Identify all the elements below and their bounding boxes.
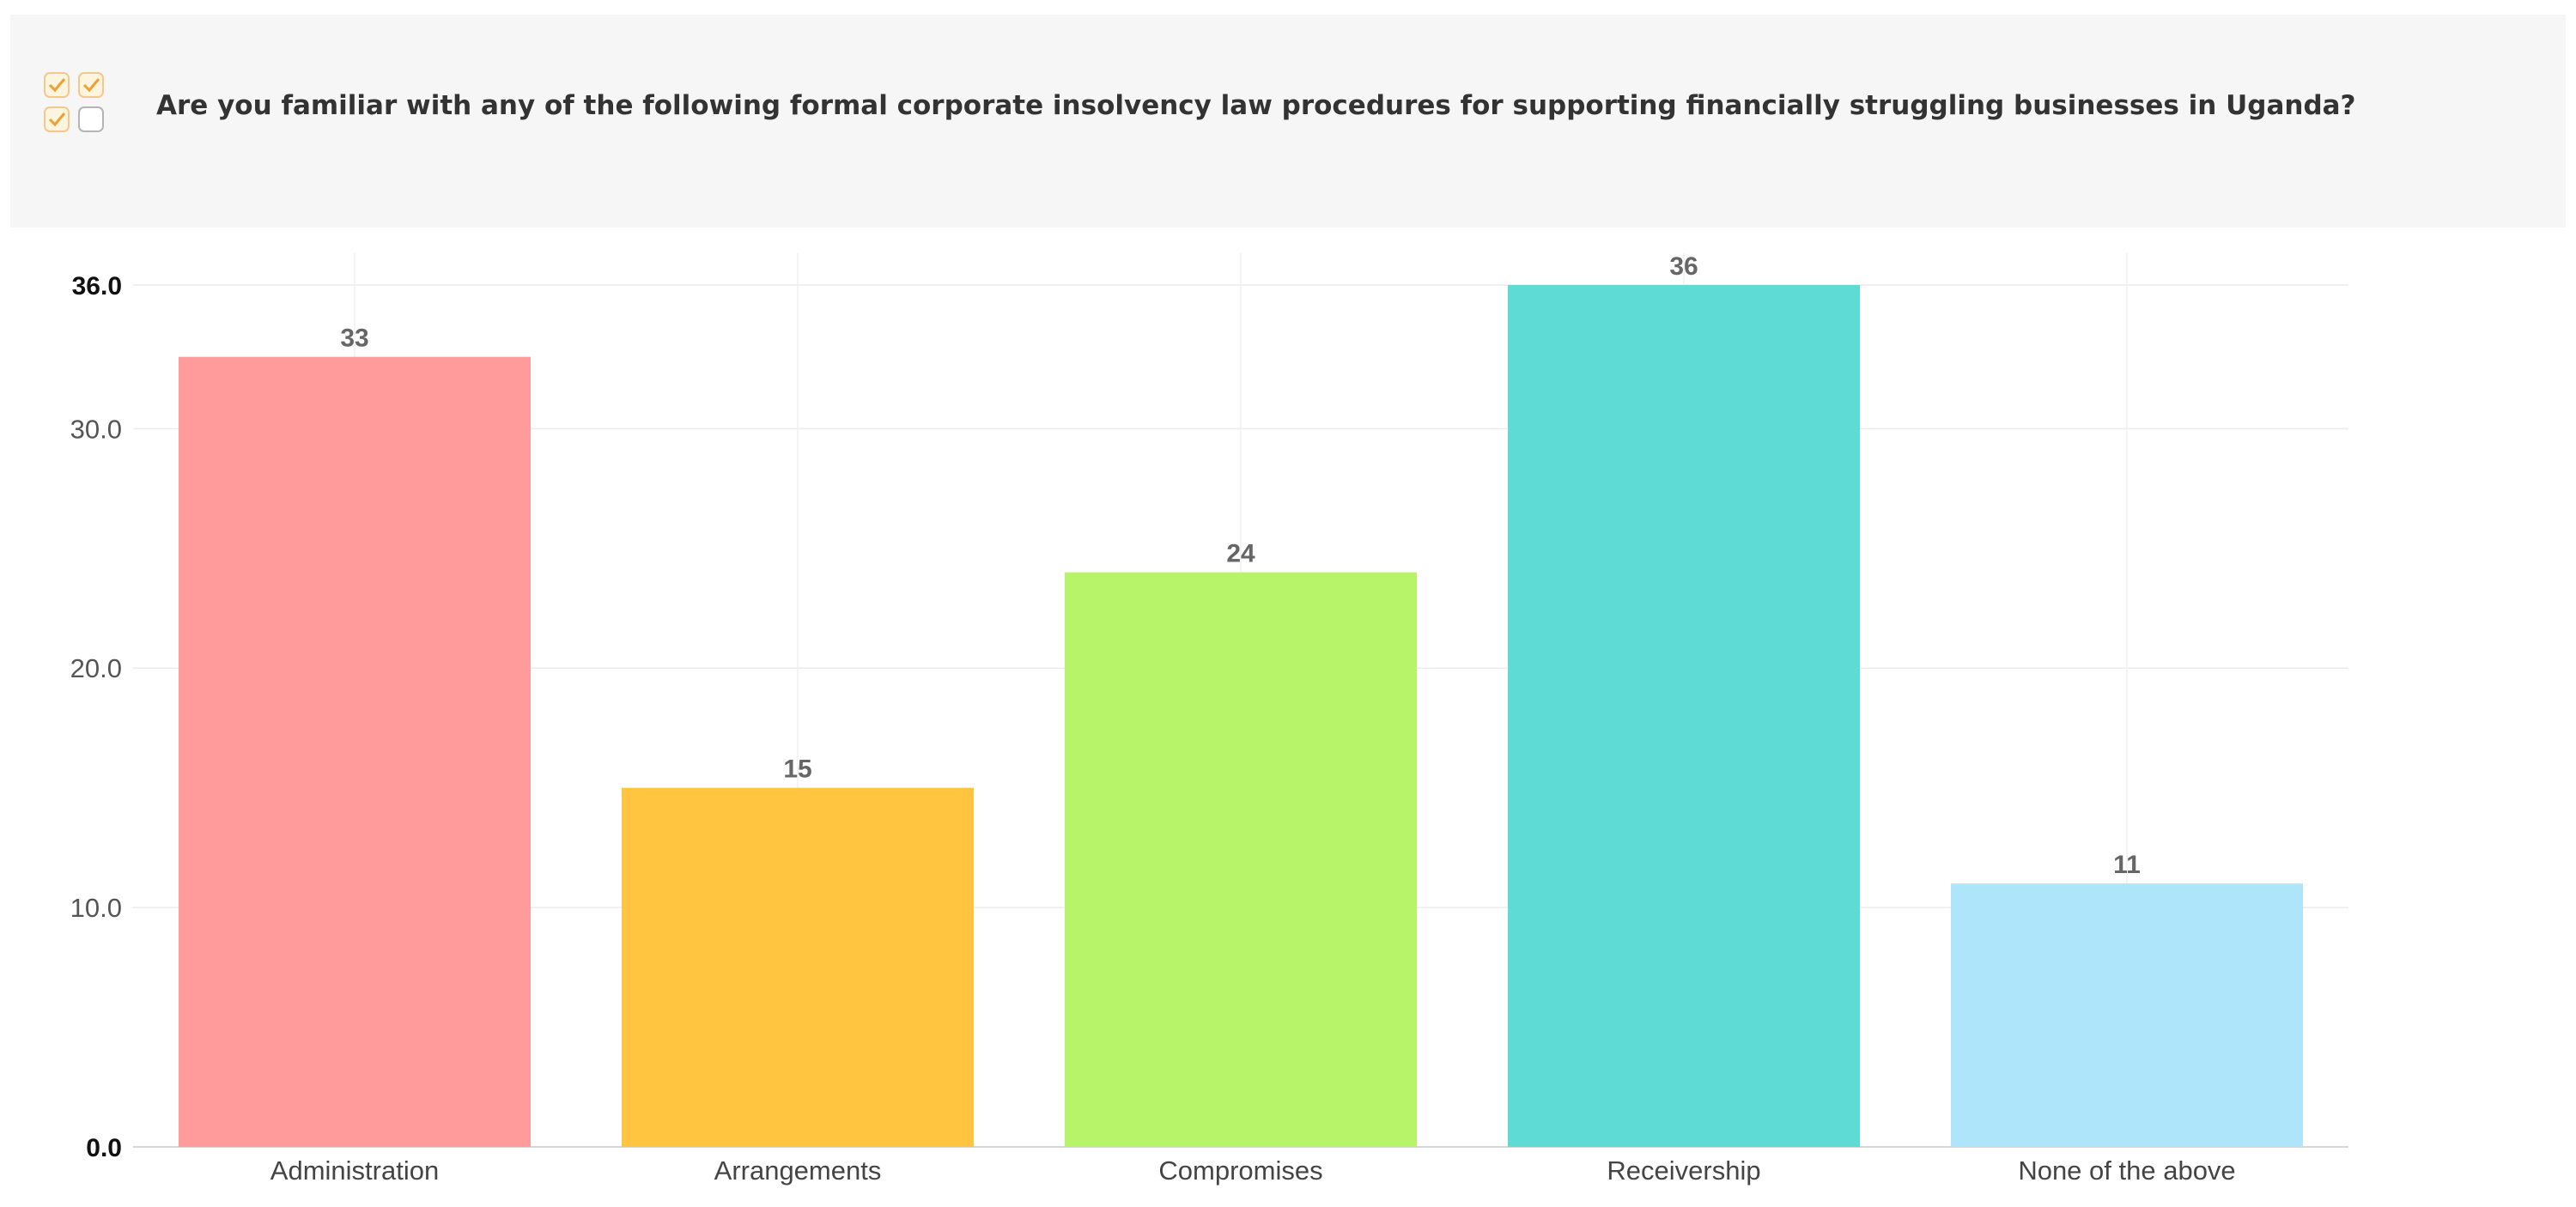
x-tick-label: Receivership (1607, 1155, 1760, 1186)
data-labels: 33 15 24 36 11 (340, 252, 2141, 879)
x-tick-label: Arrangements (714, 1155, 882, 1186)
bar-none-of-the-above[interactable] (1951, 883, 2303, 1147)
x-axis-ticks: Administration Arrangements Compromises Rec… (270, 1155, 2236, 1186)
y-tick-label: 20.0 (70, 653, 122, 683)
x-tick-label: Administration (270, 1155, 439, 1186)
question-title: Are you familiar with any of the followi… (156, 90, 2356, 121)
y-tick-label: 36.0 (72, 272, 122, 300)
y-tick-label: 10.0 (70, 893, 122, 923)
checkbox-group-icon (44, 72, 104, 132)
y-axis-ticks: 0.0 10.0 20.0 30.0 36.0 (70, 272, 122, 1162)
data-label: 24 (1226, 540, 1255, 568)
bars (179, 285, 2303, 1148)
data-label: 33 (340, 324, 368, 353)
x-tick-label: None of the above (2018, 1155, 2235, 1186)
data-label: 36 (1669, 252, 1698, 281)
bar-administration[interactable] (179, 356, 531, 1148)
y-tick-label: 30.0 (70, 414, 122, 444)
data-label: 11 (2113, 851, 2141, 879)
y-tick-label: 0.0 (86, 1134, 122, 1162)
bar-compromises[interactable] (1065, 572, 1417, 1147)
x-tick-label: Compromises (1158, 1155, 1322, 1186)
bar-arrangements[interactable] (622, 787, 974, 1147)
data-label: 15 (783, 755, 811, 784)
question-header: Are you familiar with any of the followi… (10, 15, 2566, 227)
bar-receivership[interactable] (1508, 285, 1860, 1147)
